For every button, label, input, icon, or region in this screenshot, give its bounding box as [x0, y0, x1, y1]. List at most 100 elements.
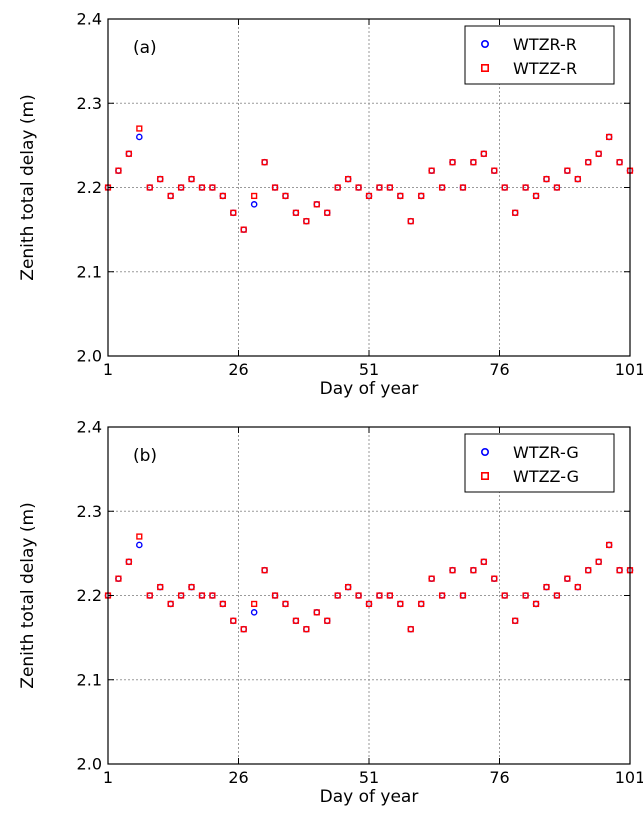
data-point [240, 626, 247, 633]
data-point [292, 617, 300, 624]
legend-marker-circle [480, 447, 489, 456]
data-point [136, 133, 143, 141]
data-point [188, 583, 195, 591]
data-point [470, 159, 477, 166]
data-point [209, 592, 216, 599]
chart-panel-b: 1 26 51 76 101 2.0 2.1 2.2 2.3 2.4 Day of year Zeni… [0, 408, 643, 816]
legend-label: WTZR-R [513, 35, 577, 54]
data-point [386, 184, 393, 191]
data-point [198, 592, 206, 599]
data-point [564, 167, 571, 174]
data-point [449, 159, 456, 166]
data-point [136, 533, 143, 540]
data-point [188, 175, 195, 183]
data-point [564, 575, 571, 582]
chart-panel-a: 1 26 51 76 101 2.0 2.1 2.2 2.3 2.4 Day of year Zeni… [0, 0, 643, 408]
data-point [251, 600, 258, 608]
data-point [365, 192, 373, 200]
data-point [553, 184, 561, 191]
x-tick-label: 26 [228, 360, 248, 379]
data-point [303, 218, 310, 225]
data-point [157, 175, 164, 183]
data-point [303, 626, 310, 633]
legend: WTZR-R WTZZ-R [464, 25, 615, 85]
x-tick-label: 1 [103, 360, 113, 379]
data-point [606, 541, 613, 549]
data-point [512, 617, 519, 624]
data-point [167, 192, 174, 200]
data-point [397, 192, 404, 200]
data-point [376, 592, 383, 599]
data-point [324, 617, 331, 624]
data-point [282, 600, 289, 608]
data-point [345, 583, 352, 591]
y-tick-label: 2.0 [77, 347, 102, 366]
panel-label: (b) [133, 446, 157, 466]
chart-b-svg: 1 26 51 76 101 2.0 2.1 2.2 2.3 2.4 Day of year Zeni… [18, 418, 643, 808]
legend-marker-square [480, 64, 489, 73]
data-point [261, 567, 268, 574]
y-tick-label: 2.4 [77, 418, 102, 437]
data-point [365, 600, 373, 608]
data-point [595, 150, 602, 157]
data-point [209, 184, 216, 191]
data-point [428, 575, 435, 582]
y-tick-label: 2.2 [77, 178, 102, 197]
data-point [449, 567, 456, 574]
y-tick-label: 2.3 [77, 94, 102, 113]
data-point [606, 133, 613, 141]
series-WTZZ-G [104, 533, 634, 633]
legend-label: WTZZ-G [513, 467, 579, 486]
x-tick-label: 76 [489, 360, 509, 379]
x-tick-label: 51 [359, 360, 379, 379]
data-point [261, 159, 268, 166]
data-point [282, 192, 289, 200]
data-point [230, 617, 237, 624]
data-point [522, 592, 529, 599]
y-tick-label: 2.0 [77, 755, 102, 774]
panel-label: (a) [133, 38, 157, 58]
data-point [115, 575, 122, 582]
x-tick-label: 101 [615, 360, 643, 379]
data-point [136, 541, 143, 549]
data-point [470, 567, 477, 574]
data-point [480, 150, 487, 157]
data-point [355, 184, 362, 191]
data-point [136, 125, 143, 132]
data-point [574, 175, 581, 183]
data-point [313, 201, 320, 208]
data-point [585, 159, 592, 166]
data-point [271, 592, 279, 599]
x-tick-label: 76 [489, 768, 509, 787]
data-point [595, 558, 602, 565]
data-point [219, 192, 226, 200]
data-point [397, 600, 404, 608]
x-axis-label: Day of year [320, 379, 419, 399]
data-point [501, 592, 508, 599]
data-point [574, 583, 581, 591]
data-point [459, 592, 467, 599]
data-point [480, 558, 487, 565]
x-axis-label: Day of year [320, 787, 419, 807]
data-point [177, 184, 185, 191]
data-point [250, 609, 258, 616]
chart-a-svg: 1 26 51 76 101 2.0 2.1 2.2 2.3 2.4 Day of year Zeni… [18, 10, 643, 400]
data-point [271, 184, 279, 191]
data-point [543, 175, 550, 183]
legend-label: WTZR-G [513, 443, 579, 462]
data-point [522, 184, 529, 191]
data-point [616, 159, 623, 166]
data-point [512, 209, 519, 216]
data-point [157, 583, 164, 591]
y-tick-label: 2.1 [77, 262, 102, 281]
data-point [345, 175, 352, 183]
data-point [250, 201, 258, 208]
x-tick-label: 101 [615, 768, 643, 787]
data-point [125, 150, 132, 157]
data-point [198, 184, 206, 191]
data-point [219, 600, 226, 608]
data-point [334, 184, 341, 191]
legend-marker-square [480, 472, 489, 481]
data-point [501, 184, 508, 191]
data-point [386, 592, 393, 599]
